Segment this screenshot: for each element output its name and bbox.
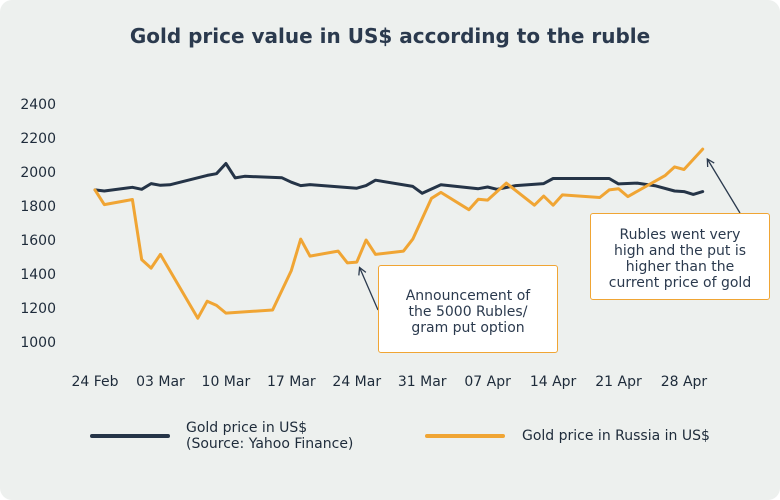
annotation-arrow [358, 266, 379, 311]
y-tick-label: 1600 [20, 233, 56, 249]
annotation-line: Announcement of [405, 288, 531, 304]
x-tick-label: 28 Apr [661, 374, 708, 390]
annotation-rubles-high: Rubles went very high and the put is hig… [590, 213, 770, 300]
legend-label-gold-usd: Gold price in US$ (Source: Yahoo Finance… [186, 420, 353, 452]
annotation-line: higher than the [625, 259, 735, 275]
legend-text-line: (Source: Yahoo Finance) [186, 436, 354, 452]
x-tick-label: 24 Feb [71, 374, 118, 390]
chart-title: Gold price value in US$ according to the… [129, 24, 651, 48]
annotation-line: the 5000 Rubles/ [408, 304, 528, 320]
y-tick-label: 1200 [20, 301, 56, 317]
y-tick-label: 1000 [20, 335, 56, 351]
series-lines [93, 147, 705, 320]
y-tick-label: 2400 [20, 97, 56, 113]
x-tick-label: 07 Apr [464, 374, 511, 390]
annotation-line: high and the put is [613, 243, 747, 259]
series-line-gold-russia [93, 147, 705, 320]
legend-swatch-gold-usd [90, 434, 170, 438]
legend-swatch-gold-russia [425, 434, 505, 438]
x-tick-label: 03 Mar [136, 374, 185, 390]
y-tick-label: 2000 [20, 165, 56, 181]
x-tick-label: 31 Mar [398, 374, 447, 390]
annotation-line: current price of gold [608, 275, 752, 291]
legend-text-line: Gold price in Russia in US$ [522, 428, 710, 444]
y-tick-label: 1800 [20, 199, 56, 215]
x-tick-label: 24 Mar [332, 374, 381, 390]
annotation-put-option: Announcement of the 5000 Rubles/ gram pu… [378, 265, 558, 353]
annotation-line: Rubles went very [619, 227, 741, 243]
x-tick-label: 17 Mar [267, 374, 316, 390]
annotation-arrow [706, 157, 741, 214]
y-tick-label: 1400 [20, 267, 56, 283]
legend-label-gold-russia: Gold price in Russia in US$ [522, 428, 710, 444]
x-tick-label: 14 Apr [530, 374, 577, 390]
annotation-arrows [358, 157, 741, 311]
legend-text-line: Gold price in US$ [186, 420, 308, 436]
series-line-gold-usd [93, 162, 705, 196]
x-tick-label: 10 Mar [202, 374, 251, 390]
x-tick-label: 21 Apr [595, 374, 642, 390]
y-tick-label: 2200 [20, 131, 56, 147]
x-axis-ticks: 24 Feb 03 Mar 10 Mar 17 Mar 24 Mar 31 Mar 07 A… [71, 374, 707, 390]
annotation-line: gram put option [411, 320, 525, 336]
y-axis-ticks: 1000 1200 1400 1600 1800 2000 2200 2400 [20, 97, 56, 351]
